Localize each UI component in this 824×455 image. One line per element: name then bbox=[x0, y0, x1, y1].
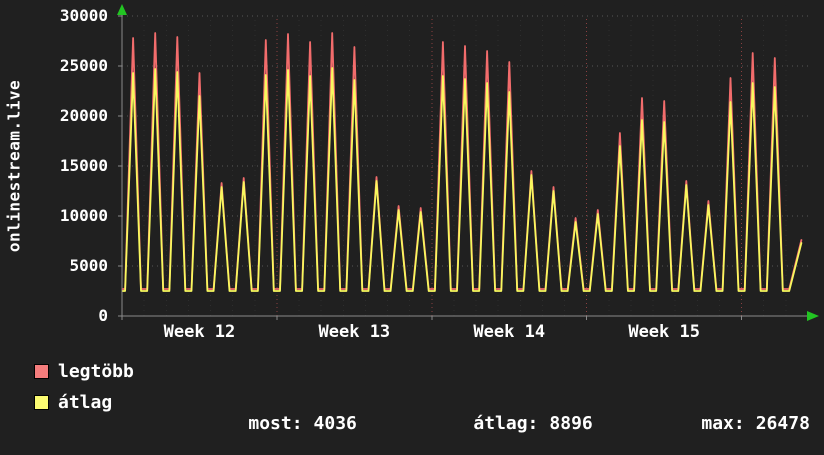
y-tick-label: 10000 bbox=[59, 206, 108, 225]
x-tick-label: Week 14 bbox=[473, 322, 546, 342]
stat-avg: átlag: 8896 bbox=[430, 392, 593, 455]
stat-avg-value: 8896 bbox=[549, 413, 593, 434]
stat-avg-label: átlag: bbox=[473, 413, 539, 434]
stat-max: max: 26478 bbox=[658, 392, 810, 455]
stat-most-value: 4036 bbox=[313, 413, 357, 434]
plot-area bbox=[117, 4, 819, 321]
x-tick-label: Week 15 bbox=[628, 322, 700, 342]
x-axis-arrow-icon bbox=[807, 311, 819, 321]
stat-max-label: max: bbox=[701, 413, 745, 434]
y-tick-label: 15000 bbox=[59, 156, 108, 175]
stat-max-value: 26478 bbox=[755, 413, 810, 434]
x-tick-label: Week 13 bbox=[318, 322, 391, 342]
x-axis-tick-labels: Week 12 Week 13 Week 14 Week 15 bbox=[163, 322, 700, 342]
rrd-graph: onlinestream.live 0 5000 10000 15000 20000 25… bbox=[0, 0, 819, 434]
series-line-atlag bbox=[122, 67, 803, 292]
y-axis-tick-labels: 0 5000 10000 15000 20000 25000 30000 bbox=[0, 0, 114, 340]
y-tick-label: 20000 bbox=[59, 106, 108, 125]
y-tick-label: 25000 bbox=[59, 56, 108, 75]
legend-swatch-atlag bbox=[34, 395, 49, 410]
x-tick-label: Week 12 bbox=[163, 322, 236, 342]
y-tick-label: 30000 bbox=[59, 6, 108, 25]
y-axis-arrow-icon bbox=[117, 4, 127, 15]
legend-label-legtobb: legtöbb bbox=[58, 361, 134, 382]
legend-label-atlag: átlag bbox=[58, 392, 113, 413]
y-tick-label: 0 bbox=[98, 306, 108, 325]
y-tick-label: 5000 bbox=[69, 256, 108, 275]
legend-row-avg: átlag bbox=[34, 392, 112, 413]
legend-row-max: legtöbb bbox=[34, 361, 134, 382]
legend-swatch-legtobb bbox=[34, 364, 49, 379]
stat-most-label: most: bbox=[248, 413, 303, 434]
stat-most: most: 4036 bbox=[205, 392, 357, 455]
